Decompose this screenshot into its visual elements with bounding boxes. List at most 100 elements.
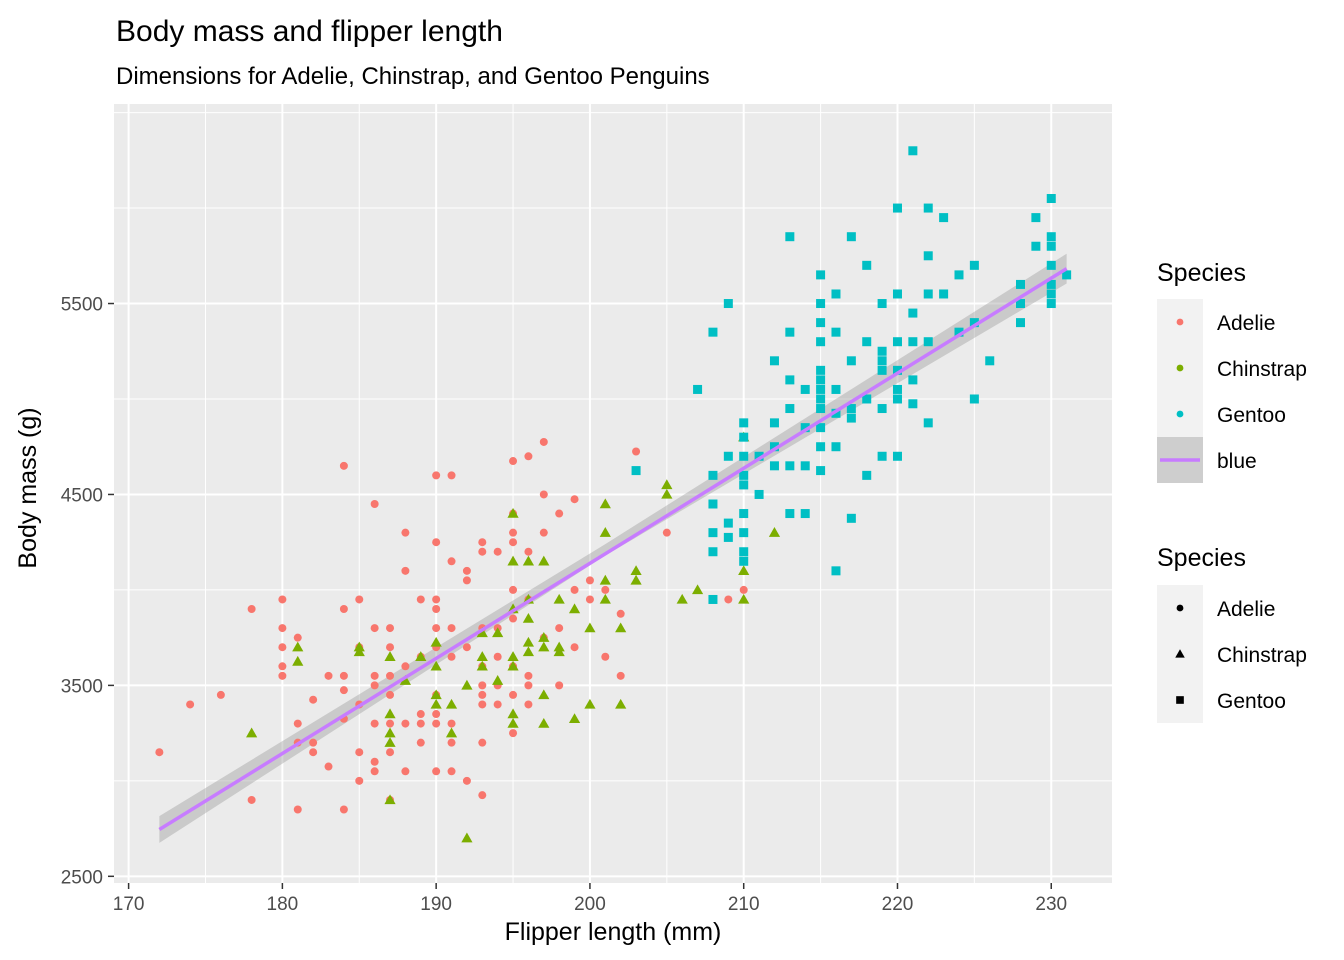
data-point-adelie (462, 643, 471, 652)
data-point-gentoo (923, 289, 933, 299)
data-point-gentoo (708, 547, 718, 557)
data-point-adelie (401, 662, 410, 671)
data-point-adelie (247, 605, 256, 614)
data-point-adelie (570, 585, 579, 594)
data-point-gentoo (892, 451, 902, 461)
data-point-adelie (509, 614, 518, 623)
data-point-chinstrap (615, 622, 627, 633)
data-point-adelie (370, 671, 379, 680)
data-point-gentoo (908, 146, 918, 156)
data-point-gentoo (831, 442, 841, 452)
data-point-gentoo (831, 327, 841, 337)
data-point-adelie (509, 457, 518, 466)
data-point-gentoo (923, 203, 933, 213)
data-point-gentoo (785, 509, 795, 519)
data-point-chinstrap (615, 698, 627, 709)
x-tick-label: 200 (574, 894, 606, 915)
data-point-gentoo (739, 418, 749, 428)
data-point-chinstrap (676, 593, 688, 604)
data-point-adelie (401, 528, 410, 537)
data-point-chinstrap (538, 632, 550, 642)
data-point-gentoo (800, 461, 810, 471)
data-point-adelie (370, 624, 379, 633)
data-point-adelie (324, 762, 333, 771)
data-point-gentoo (1016, 279, 1026, 289)
data-point-adelie (432, 767, 441, 776)
data-point-adelie (616, 671, 625, 680)
data-point-chinstrap (599, 593, 611, 604)
data-point-gentoo (908, 399, 918, 409)
data-point-gentoo (862, 260, 872, 270)
data-point-adelie (386, 719, 395, 728)
data-point-adelie (186, 700, 195, 709)
data-point-gentoo (846, 413, 856, 423)
data-point-gentoo (816, 318, 826, 328)
data-point-gentoo (800, 384, 810, 394)
data-point-gentoo (1031, 241, 1041, 251)
data-point-adelie (401, 566, 410, 575)
data-point-chinstrap (507, 708, 519, 719)
data-point-adelie (632, 447, 641, 456)
legend-key-square (1176, 696, 1184, 704)
data-point-chinstrap (384, 651, 396, 661)
data-point-gentoo (708, 470, 718, 480)
data-point-chinstrap (430, 660, 442, 671)
data-point-adelie (355, 595, 364, 604)
data-point-adelie (293, 633, 302, 642)
data-point-chinstrap (538, 641, 550, 652)
data-point-adelie (524, 681, 533, 690)
data-point-gentoo (954, 270, 964, 280)
data-point-gentoo (739, 432, 749, 442)
data-point-chinstrap (568, 603, 581, 614)
data-point-adelie (509, 729, 518, 738)
data-point-adelie (216, 690, 225, 699)
data-point-gentoo (739, 556, 749, 566)
data-point-adelie (524, 700, 533, 709)
data-point-gentoo (969, 260, 979, 270)
data-point-adelie (478, 538, 487, 547)
data-point-adelie (293, 805, 302, 814)
data-point-chinstrap (430, 689, 442, 700)
data-point-adelie (416, 719, 425, 728)
data-point-gentoo (723, 518, 733, 528)
x-tick-label: 180 (267, 894, 299, 915)
data-point-chinstrap (768, 527, 781, 537)
y-tick-label: 4500 (61, 485, 103, 506)
legend-shape-title: Species (1157, 544, 1246, 572)
data-point-chinstrap (538, 717, 550, 728)
data-point-adelie (370, 681, 379, 690)
data-point-gentoo (816, 270, 826, 280)
data-point-gentoo (754, 451, 764, 461)
data-point-adelie (401, 719, 410, 728)
smooth-line-layer (158, 267, 1068, 832)
data-point-chinstrap (599, 498, 611, 509)
data-point-gentoo (862, 470, 872, 480)
data-point-gentoo (816, 404, 826, 414)
data-point-gentoo (877, 451, 887, 461)
data-point-gentoo (800, 509, 810, 519)
x-tick-label: 210 (728, 894, 760, 915)
legend-label: Adelie (1217, 312, 1275, 335)
data-point-gentoo (816, 423, 826, 433)
data-point-adelie (447, 557, 456, 566)
data-point-chinstrap (507, 651, 519, 661)
data-point-chinstrap (568, 713, 581, 723)
data-point-gentoo (785, 404, 795, 414)
data-point-gentoo (923, 418, 933, 428)
data-point-adelie (539, 490, 548, 499)
data-point-chinstrap (522, 636, 535, 647)
data-point-adelie (355, 748, 364, 757)
data-point-adelie (447, 719, 456, 728)
chart-title: Body mass and flipper length (116, 15, 503, 48)
data-point-gentoo (1046, 241, 1056, 251)
data-point-gentoo (785, 375, 795, 385)
data-point-gentoo (723, 299, 733, 309)
data-point-gentoo (908, 375, 918, 385)
data-point-gentoo (1031, 213, 1041, 223)
data-point-gentoo (739, 451, 749, 461)
data-point-adelie (616, 609, 625, 618)
data-point-chinstrap (430, 698, 442, 709)
data-point-chinstrap (507, 717, 519, 728)
data-point-adelie (739, 585, 748, 594)
